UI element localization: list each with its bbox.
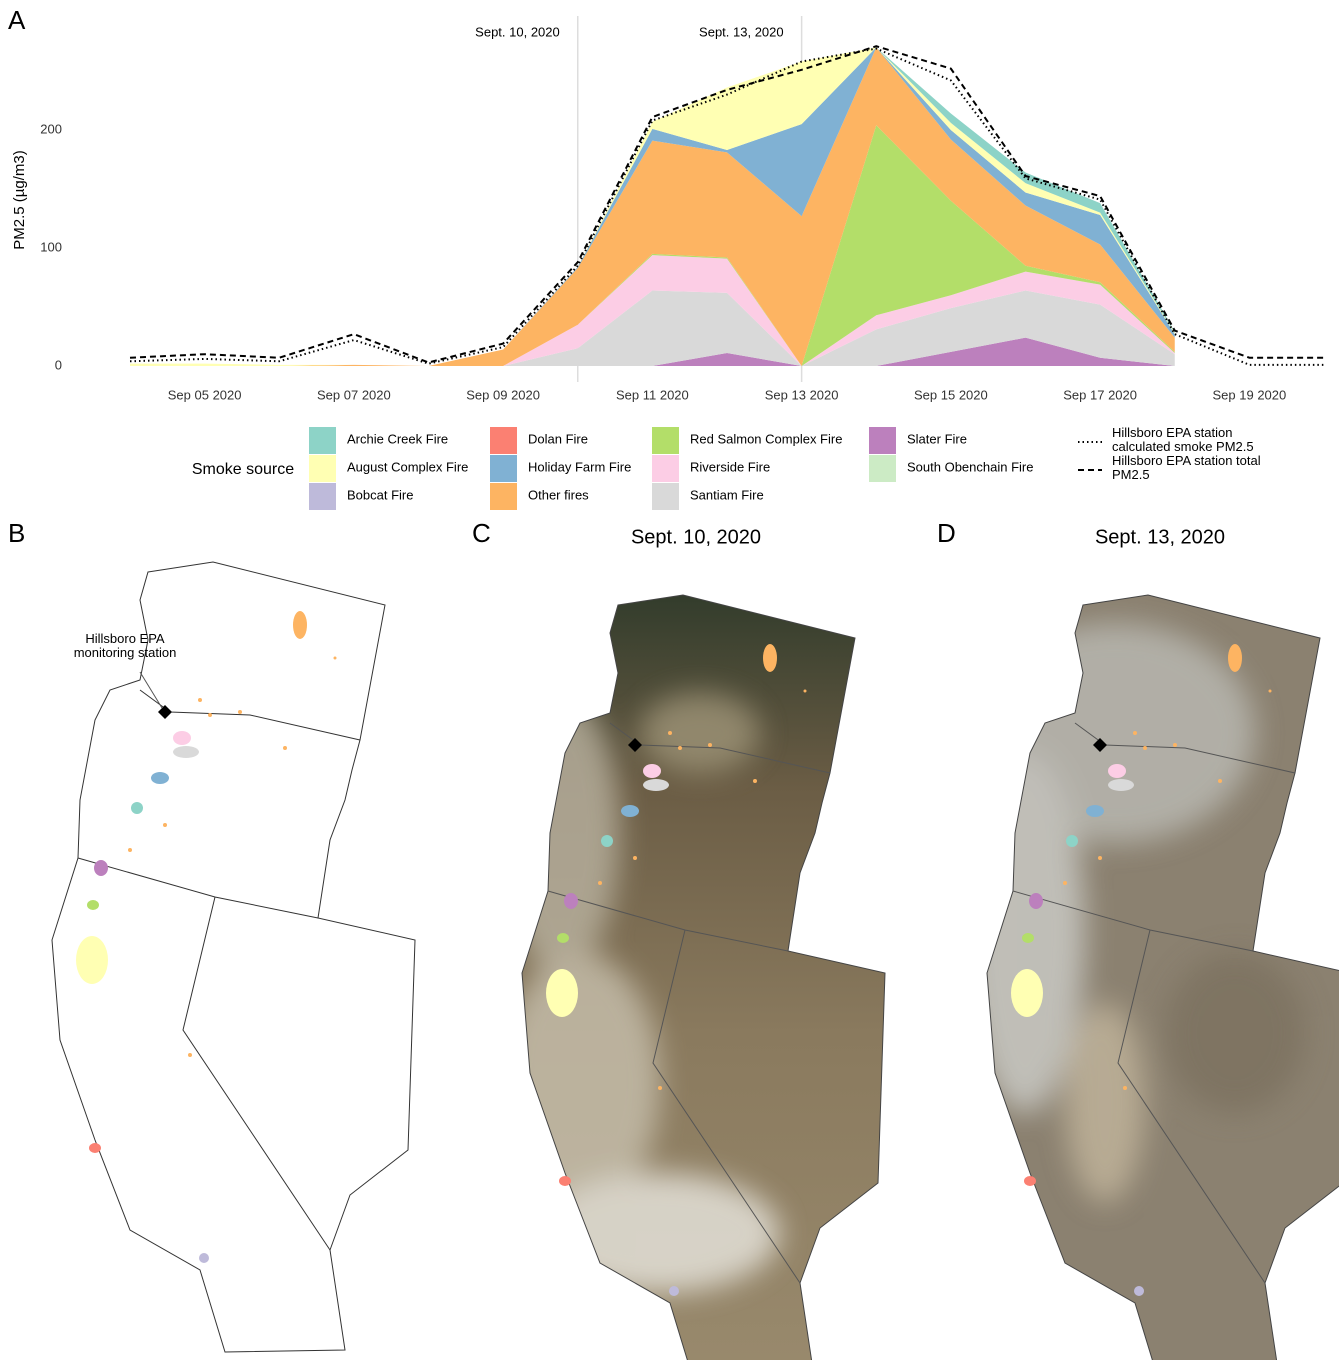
legend-label: Slater Fire (907, 431, 967, 446)
legend-label: Archie Creek Fire (347, 431, 448, 446)
legend-entry: Hillsboro EPA station calculated smoke P… (1112, 426, 1282, 456)
panel-label: B (8, 518, 25, 548)
panel-label: C (472, 518, 491, 548)
figure: A PM2.5 (µg/m3) Smoke source 0 100 200 Sep … (0, 0, 1339, 1360)
plot: 0 100 200 Sep 05 2020 Sep 07 2020 Sep 09 2020… (40, 16, 1324, 510)
legend-label: Other fires (528, 487, 589, 502)
map-d: D Sept. 13, 2020 (937, 518, 1339, 1360)
map-c: C Sept. 10, 2020 (472, 518, 910, 1360)
station-annotation: Hillsboro EPA monitoring station (60, 632, 190, 666)
legend-key (490, 455, 517, 482)
legend-title: Smoke source (192, 461, 294, 478)
legend-label: Holiday Farm Fire (528, 459, 631, 474)
station-label: Hillsboro EPA monitoring station (60, 632, 190, 660)
y-axis-label: PM2.5 (µg/m3) (11, 150, 28, 250)
legend-key (652, 455, 679, 482)
x-tick-label: Sep 13 2020 (765, 387, 839, 402)
map-b: B Hillsboro EPA monitoring station (8, 518, 415, 1352)
legend-entry: Hillsboro EPA station total PM2.5 (1112, 454, 1282, 484)
y-tick-label: 200 (40, 121, 62, 136)
y-tick-label: 100 (40, 239, 62, 254)
legend-key (869, 427, 896, 454)
x-tick-label: Sep 05 2020 (168, 387, 242, 402)
legend-label: Bobcat Fire (347, 487, 413, 502)
legend-key (490, 427, 517, 454)
legend-key (309, 483, 336, 510)
x-tick-label: Sep 17 2020 (1063, 387, 1137, 402)
annotation-label: Sept. 10, 2020 (475, 24, 560, 39)
panel-label: D (937, 518, 956, 548)
legend-key (652, 427, 679, 454)
legend-label: Hillsboro EPA station calculated smoke P… (1112, 426, 1282, 454)
y-tick-label: 0 (55, 357, 62, 372)
legend-label: Red Salmon Complex Fire (690, 431, 842, 446)
map-title: Sept. 10, 2020 (631, 526, 761, 548)
x-tick-label: Sep 07 2020 (317, 387, 391, 402)
legend-key (309, 427, 336, 454)
legend-label: August Complex Fire (347, 459, 468, 474)
x-tick-label: Sep 09 2020 (466, 387, 540, 402)
legend-key (309, 455, 336, 482)
map-title: Sept. 13, 2020 (1095, 526, 1225, 548)
legend-label: South Obenchain Fire (907, 459, 1033, 474)
x-tick-label: Sep 11 2020 (616, 387, 689, 402)
legend-label: Hillsboro EPA station total PM2.5 (1112, 454, 1282, 482)
annotation-label: Sept. 13, 2020 (699, 24, 784, 39)
legend-key (869, 455, 896, 482)
legend-key (652, 483, 679, 510)
legend-label: Riverside Fire (690, 459, 770, 474)
x-tick-label: Sep 15 2020 (914, 387, 988, 402)
x-tick-label: Sep 19 2020 (1213, 387, 1287, 402)
legend-label: Dolan Fire (528, 431, 588, 446)
legend-key (490, 483, 517, 510)
panel-label: A (8, 5, 26, 35)
legend-label: Santiam Fire (690, 487, 764, 502)
